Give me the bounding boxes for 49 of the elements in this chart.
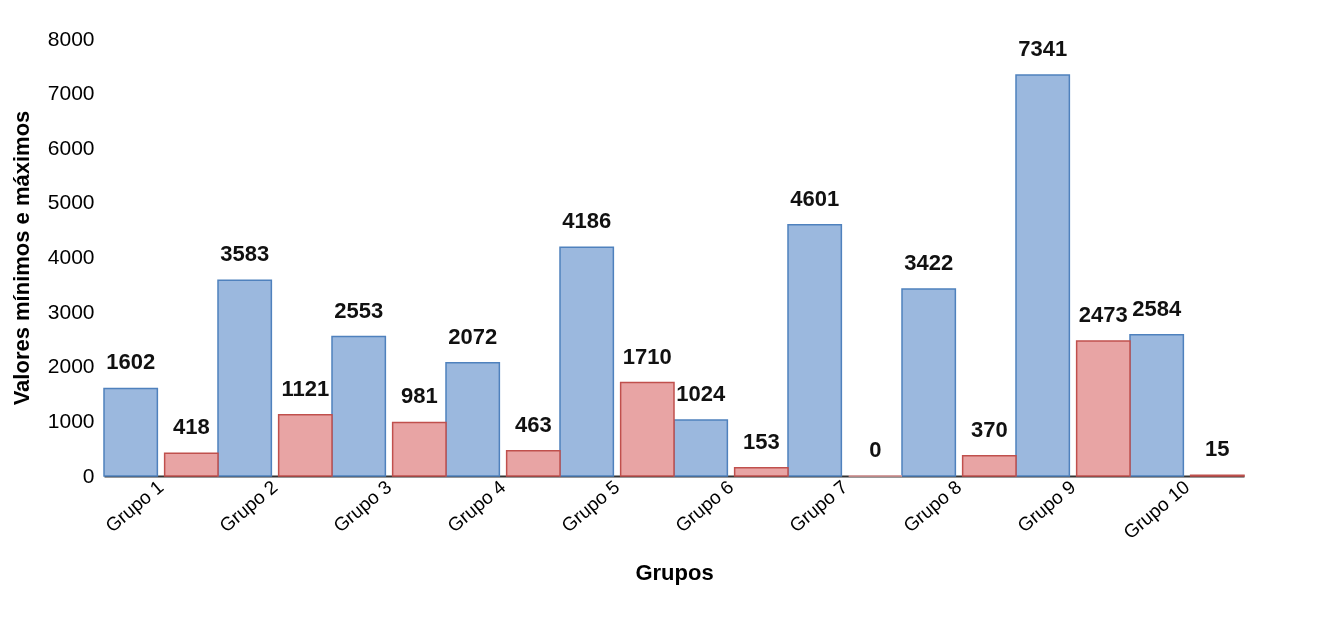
bar: [103, 387, 159, 477]
bar: [901, 288, 957, 477]
data-label: 153: [742, 428, 780, 454]
data-label: 7341: [1018, 36, 1068, 61]
bar: [961, 455, 1017, 477]
y-tick-label: 1000: [47, 408, 95, 432]
data-label: 3583: [220, 241, 270, 267]
data-label: 418: [172, 414, 210, 440]
bar: [217, 279, 273, 477]
data-label: 1121: [281, 375, 330, 401]
bar: [163, 452, 219, 477]
data-label: 2584: [1132, 295, 1182, 321]
data-label: 2473: [1078, 301, 1128, 327]
y-tick-label: 5000: [47, 190, 95, 214]
bar: [505, 449, 561, 477]
bar: [445, 362, 501, 477]
data-label: 2553: [334, 297, 384, 323]
data-label: 1024: [676, 381, 726, 407]
y-tick-label: 8000: [47, 26, 95, 50]
bar: [673, 419, 729, 477]
y-tick-label: 3000: [47, 299, 95, 323]
data-label: 1602: [106, 349, 156, 375]
bar: [787, 223, 843, 477]
bar: [1015, 74, 1071, 477]
y-tick-label: 7000: [47, 81, 95, 105]
data-label: 463: [514, 411, 552, 437]
data-label: 4601: [790, 185, 840, 211]
y-axis-title: Valores mínimos e máximos: [8, 110, 34, 406]
data-label: 1710: [622, 343, 672, 369]
bar: [277, 414, 333, 477]
y-tick-label: 6000: [47, 135, 95, 159]
bar: [1075, 340, 1131, 477]
bar: [331, 335, 387, 477]
bar: [733, 466, 789, 477]
data-label: 4186: [562, 208, 612, 234]
bar: [559, 246, 615, 477]
data-label: 3422: [904, 250, 954, 276]
bar: [619, 381, 675, 477]
x-axis-title: Grupos: [635, 560, 714, 586]
data-label: 981: [400, 383, 438, 409]
y-tick-label: 4000: [47, 245, 95, 268]
data-label: 15: [1205, 436, 1230, 462]
bar: [391, 421, 447, 477]
data-label: 0: [869, 437, 882, 462]
data-label: 370: [970, 416, 1008, 442]
data-label: 2072: [448, 323, 498, 349]
y-tick-label: 2000: [47, 354, 95, 378]
y-tick-label: 0: [82, 463, 95, 487]
bar: [1129, 334, 1185, 477]
